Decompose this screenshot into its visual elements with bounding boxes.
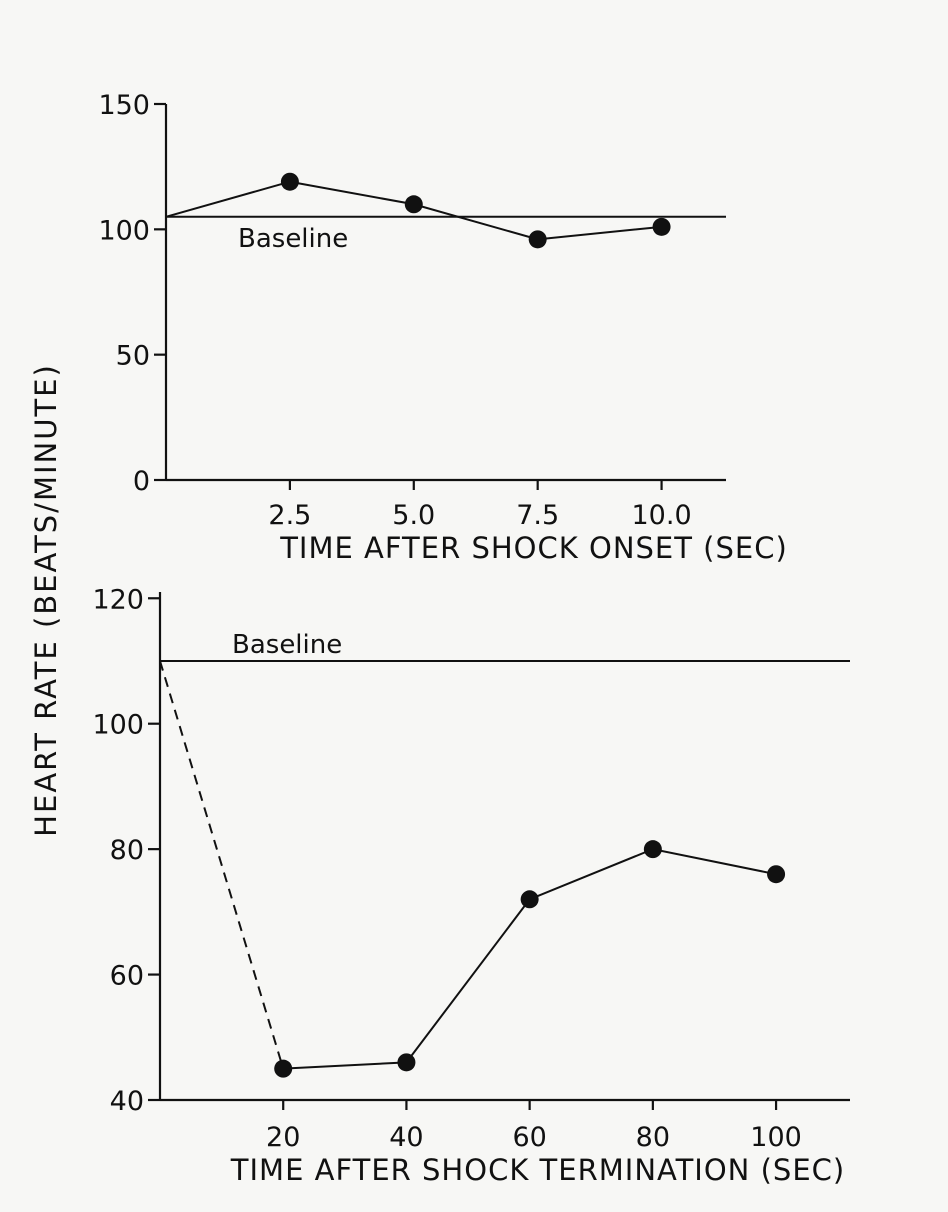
panel1-data-point	[767, 865, 786, 884]
panel0-baseline-label: Baseline	[238, 224, 348, 254]
panel0-data-point	[528, 230, 547, 249]
panel0-x-tick-label: 2.5	[268, 500, 311, 531]
panel0-y-tick-label: 100	[98, 215, 150, 246]
panel1-series-line	[283, 848, 777, 1070]
panel0-data-point	[652, 217, 671, 236]
panel1-y-tick-label: 60	[110, 961, 144, 992]
panel0-y-tick-label: 50	[116, 341, 150, 372]
panel1-x-tick-label: 20	[266, 1122, 300, 1153]
panel0-x-tick-label: 7.5	[516, 500, 559, 531]
panel1-x-tick-label: 100	[750, 1122, 802, 1153]
panel1-y-tick-label: 80	[110, 835, 144, 866]
panel0-start-connector	[165, 180, 291, 218]
panel1-y-tick-label: 40	[110, 1086, 144, 1117]
panel1-x-tick-label: 40	[389, 1122, 423, 1153]
panel0-x-tick-label: 5.0	[392, 500, 435, 531]
panel0-data-point	[404, 195, 423, 214]
panel1-y-tick-label: 100	[92, 710, 144, 741]
panel1-x-tick-label: 80	[636, 1122, 670, 1153]
panel1-data-point	[274, 1059, 293, 1078]
panel1-baseline-label: Baseline	[232, 630, 342, 660]
panel0-x-axis-title: TIME AFTER SHOCK ONSET (SEC)	[279, 531, 788, 565]
panel1-x-axis-title: TIME AFTER SHOCK TERMINATION (SEC)	[230, 1153, 845, 1187]
panel0-series-line	[289, 180, 662, 241]
panel1-y-tick-label: 120	[92, 584, 144, 615]
panel1-start-connector	[159, 660, 285, 1069]
panel0-x-tick-label: 10.0	[632, 500, 692, 531]
y-axis-label: HEART RATE (BEATS/MINUTE)	[29, 363, 63, 837]
panel1-data-point	[520, 890, 539, 909]
panel0-y-tick-label: 0	[133, 466, 150, 497]
panel0-data-point	[280, 172, 299, 191]
panel0-y-tick-label: 150	[98, 90, 150, 121]
panel1-x-tick-label: 60	[512, 1122, 546, 1153]
panel1-data-point	[643, 840, 662, 859]
panel1-data-point	[397, 1053, 416, 1072]
